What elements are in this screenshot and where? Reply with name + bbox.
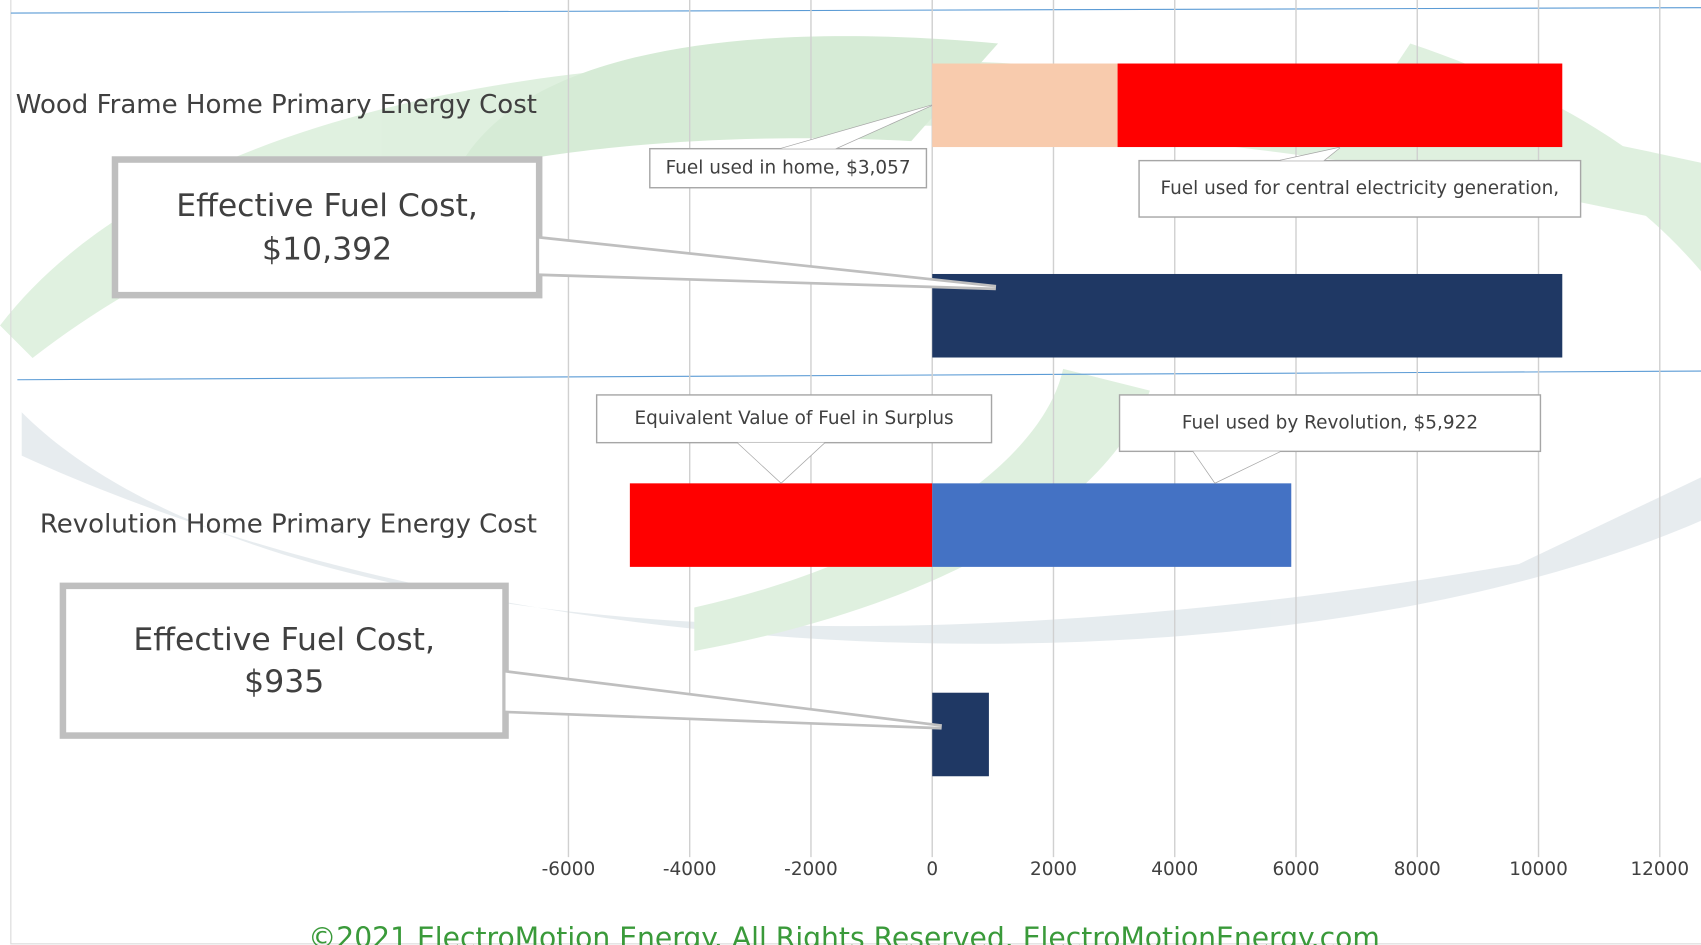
- callout: Fuel used in home, $3,057: [665, 156, 911, 179]
- callout: Fuel used by Revolution, $5,922: [1181, 411, 1479, 434]
- x-tick-label: 12000: [1630, 859, 1689, 880]
- bar: [932, 63, 1118, 148]
- x-tick-label: 8000: [1394, 859, 1441, 880]
- bar: [932, 273, 1563, 358]
- category-label: Wood Frame Home Primary Energy Cost: [16, 90, 537, 120]
- separator: [10, 7, 1701, 14]
- callout-box: [1138, 159, 1582, 218]
- callout-box: [595, 394, 993, 444]
- x-tick-label: 0: [926, 859, 938, 880]
- callout: Equivalent Value of Fuel in Surplus: [634, 407, 954, 430]
- bar: [1117, 63, 1563, 148]
- category-label: Revolution Home Primary Energy Cost: [40, 510, 537, 540]
- plot-border: [10, 0, 1701, 945]
- callout-pointer-cover: [1193, 451, 1281, 483]
- callout: Effective Fuel Cost, $10,392: [176, 187, 478, 267]
- callout: Fuel used for central electricity genera…: [1160, 177, 1560, 200]
- callout-box: [649, 147, 928, 189]
- callout-pointer-cover: [1280, 147, 1340, 161]
- callout-box: [1118, 394, 1542, 453]
- data-label: Fuel used by Revolution, $5,922: [1181, 411, 1479, 434]
- data-label: Equivalent Value of Fuel in Surplus: [634, 407, 954, 430]
- x-tick-label: -4000: [663, 859, 717, 880]
- footer: ©2021 ElectroMotion Energy. All Rights R…: [308, 922, 1380, 945]
- callout-pointer-cover: [737, 442, 825, 483]
- x-tick-label: -6000: [542, 859, 596, 880]
- x-tick-label: -2000: [784, 859, 838, 880]
- x-tick-label: 4000: [1151, 859, 1198, 880]
- data-label: Effective Fuel Cost, $935: [133, 620, 436, 700]
- callout-box: [59, 582, 509, 739]
- separator: [17, 370, 1701, 381]
- data-label: Fuel used for central electricity genera…: [1160, 177, 1560, 200]
- bar: [932, 692, 989, 777]
- x-tick-label: 6000: [1273, 859, 1320, 880]
- bar: [629, 483, 933, 567]
- data-label: Effective Fuel Cost, $10,392: [176, 187, 478, 267]
- bar: [932, 483, 1292, 567]
- x-tick-label: 10000: [1509, 859, 1568, 880]
- callout-box: [111, 156, 543, 299]
- x-tick-label: 2000: [1030, 859, 1077, 880]
- data-label: Fuel used in home, $3,057: [665, 156, 911, 179]
- callout: Effective Fuel Cost, $935: [133, 620, 436, 700]
